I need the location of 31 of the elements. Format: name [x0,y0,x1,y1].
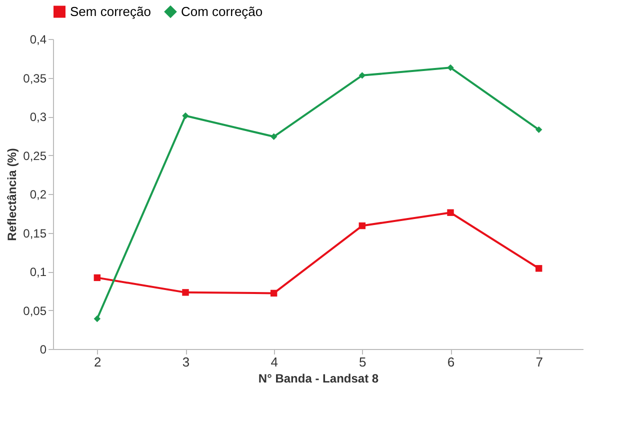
y-tick-label: 0,2 [30,188,47,202]
x-tick-label: 2 [94,354,102,370]
point [535,265,542,272]
point [94,274,101,282]
y-tick-label: 0,05 [23,304,47,318]
point [535,126,542,134]
legend-label: Sem correção [70,4,151,19]
x-axis-title: N° Banda - Landsat 8 [258,372,379,386]
x-tick-label: 7 [536,354,543,370]
x-tick-label: 6 [447,354,455,370]
legend-label: Com correção [181,4,263,19]
y-tick-label: 0,3 [30,110,47,124]
y-tick-label: 0,15 [23,226,47,240]
x-tick-label: 4 [270,354,278,370]
y-tick-label: 0,4 [30,32,47,46]
y-tick-label: 0,35 [23,71,47,86]
y-tick-label: 0,25 [23,148,47,163]
point [270,290,278,297]
point [447,64,454,72]
y-tick-label: 0,1 [30,265,47,279]
y-tick-label: 0 [40,342,47,356]
point [182,289,189,296]
point [182,112,189,120]
point [94,315,101,322]
x-tick-label: 3 [182,354,190,370]
point [447,209,454,216]
point [270,133,278,140]
x-tick-label: 5 [359,354,366,370]
point [358,222,366,230]
y-axis-title: Reflectância (%) [5,148,20,241]
point [358,72,366,79]
